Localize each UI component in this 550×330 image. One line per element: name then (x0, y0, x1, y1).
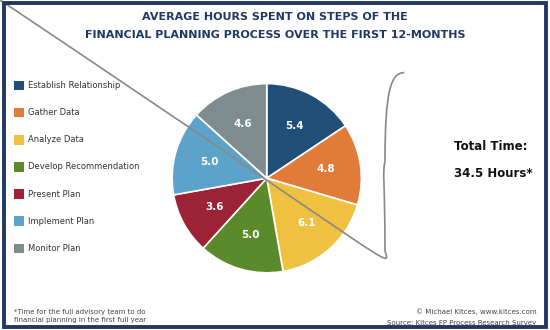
Text: Present Plan: Present Plan (28, 189, 80, 199)
Wedge shape (267, 83, 345, 178)
Text: Source: Kitces FP Process Research Survey: Source: Kitces FP Process Research Surve… (387, 320, 536, 326)
Text: Implement Plan: Implement Plan (28, 216, 94, 226)
Text: 4.6: 4.6 (233, 119, 252, 129)
Text: 34.5 Hours*: 34.5 Hours* (454, 167, 532, 180)
Text: 3.6: 3.6 (205, 202, 224, 212)
Wedge shape (172, 115, 267, 195)
Text: 6.1: 6.1 (297, 218, 316, 228)
Text: Analyze Data: Analyze Data (28, 135, 84, 145)
Text: Gather Data: Gather Data (28, 108, 80, 117)
Text: 5.0: 5.0 (200, 157, 219, 167)
Text: *Time for the full advisory team to do
financial planning in the first full year: *Time for the full advisory team to do f… (14, 309, 146, 323)
Wedge shape (267, 178, 358, 271)
Text: AVERAGE HOURS SPENT ON STEPS OF THE: AVERAGE HOURS SPENT ON STEPS OF THE (142, 12, 408, 21)
Wedge shape (267, 126, 361, 205)
Text: FINANCIAL PLANNING PROCESS OVER THE FIRST 12-MONTHS: FINANCIAL PLANNING PROCESS OVER THE FIRS… (85, 30, 465, 40)
Text: Establish Relationship: Establish Relationship (28, 81, 120, 90)
Wedge shape (174, 178, 267, 248)
Wedge shape (203, 178, 283, 273)
Wedge shape (196, 83, 267, 178)
Text: 5.0: 5.0 (241, 230, 260, 241)
Text: Monitor Plan: Monitor Plan (28, 244, 81, 253)
Text: Total Time:: Total Time: (454, 140, 527, 153)
Text: Develop Recommendation: Develop Recommendation (28, 162, 140, 172)
Text: 4.8: 4.8 (316, 164, 335, 174)
Text: © Michael Kitces, www.kitces.com: © Michael Kitces, www.kitces.com (416, 309, 536, 315)
Text: 5.4: 5.4 (285, 121, 304, 131)
